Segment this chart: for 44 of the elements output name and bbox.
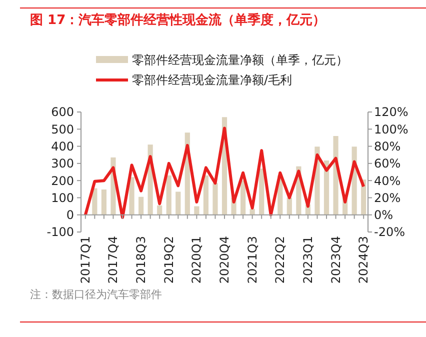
- y-tick-label: 600: [51, 105, 74, 120]
- y-tick-label: 100: [51, 190, 74, 205]
- legend-label: 零部件经营现金流量净额/毛利: [132, 73, 292, 88]
- bar: [240, 180, 246, 215]
- y2-tick-label: 40%: [374, 174, 401, 188]
- x-tick-label: 2018Q3: [134, 236, 148, 284]
- y2-tick-label: 0%: [374, 208, 394, 222]
- y2-tick-label: 80%: [374, 139, 401, 154]
- y-tick-label: 0: [66, 208, 74, 222]
- bar: [157, 205, 162, 215]
- bar: [212, 183, 218, 215]
- x-tick-label: 2020Q1: [190, 236, 204, 284]
- bar: [129, 177, 134, 215]
- x-tick-label: 2019Q2: [162, 236, 176, 284]
- legend-label: 零部件经营现金流量净额（单季，亿元）: [132, 53, 348, 68]
- text: 注：数据口径为汽车零部件: [30, 288, 162, 301]
- y2-tick-label: 60%: [374, 156, 401, 171]
- x-tick-label: 2022Q2: [273, 236, 288, 284]
- bar: [176, 192, 181, 215]
- x-tick-label: 2021Q3: [245, 236, 260, 284]
- chart-title: 图 17：汽车零部件经营性现金流（单季度，亿元）: [30, 12, 326, 28]
- y-tick-label: 200: [51, 174, 74, 188]
- x-tick-label: 2020Q4: [218, 236, 232, 284]
- line-series: [84, 126, 366, 219]
- y2-tick-label: 120%: [374, 105, 408, 120]
- y2-tick-label: -20%: [374, 225, 406, 240]
- bar: [286, 198, 292, 215]
- bar: [166, 175, 172, 215]
- y2-tick-label: 20%: [374, 190, 401, 205]
- bar: [259, 168, 264, 215]
- bar: [101, 189, 106, 215]
- y2-tick-label: 100%: [374, 122, 408, 136]
- y-tick-label: 400: [51, 139, 74, 154]
- x-tick-label: 2017Q1: [78, 236, 92, 284]
- bar: [194, 206, 200, 215]
- y-tick-label: 500: [51, 122, 74, 136]
- y-tick-label: 300: [51, 156, 74, 171]
- bar: [138, 196, 144, 215]
- x-tick-label: 2023Q1: [300, 236, 315, 284]
- x-tick-label: 2023Q4: [328, 236, 343, 284]
- x-tick-label: 2017Q4: [106, 236, 120, 284]
- x-tick-label: 2024Q3: [356, 236, 371, 284]
- y-tick-label: -100: [46, 225, 74, 240]
- bar: [203, 175, 209, 215]
